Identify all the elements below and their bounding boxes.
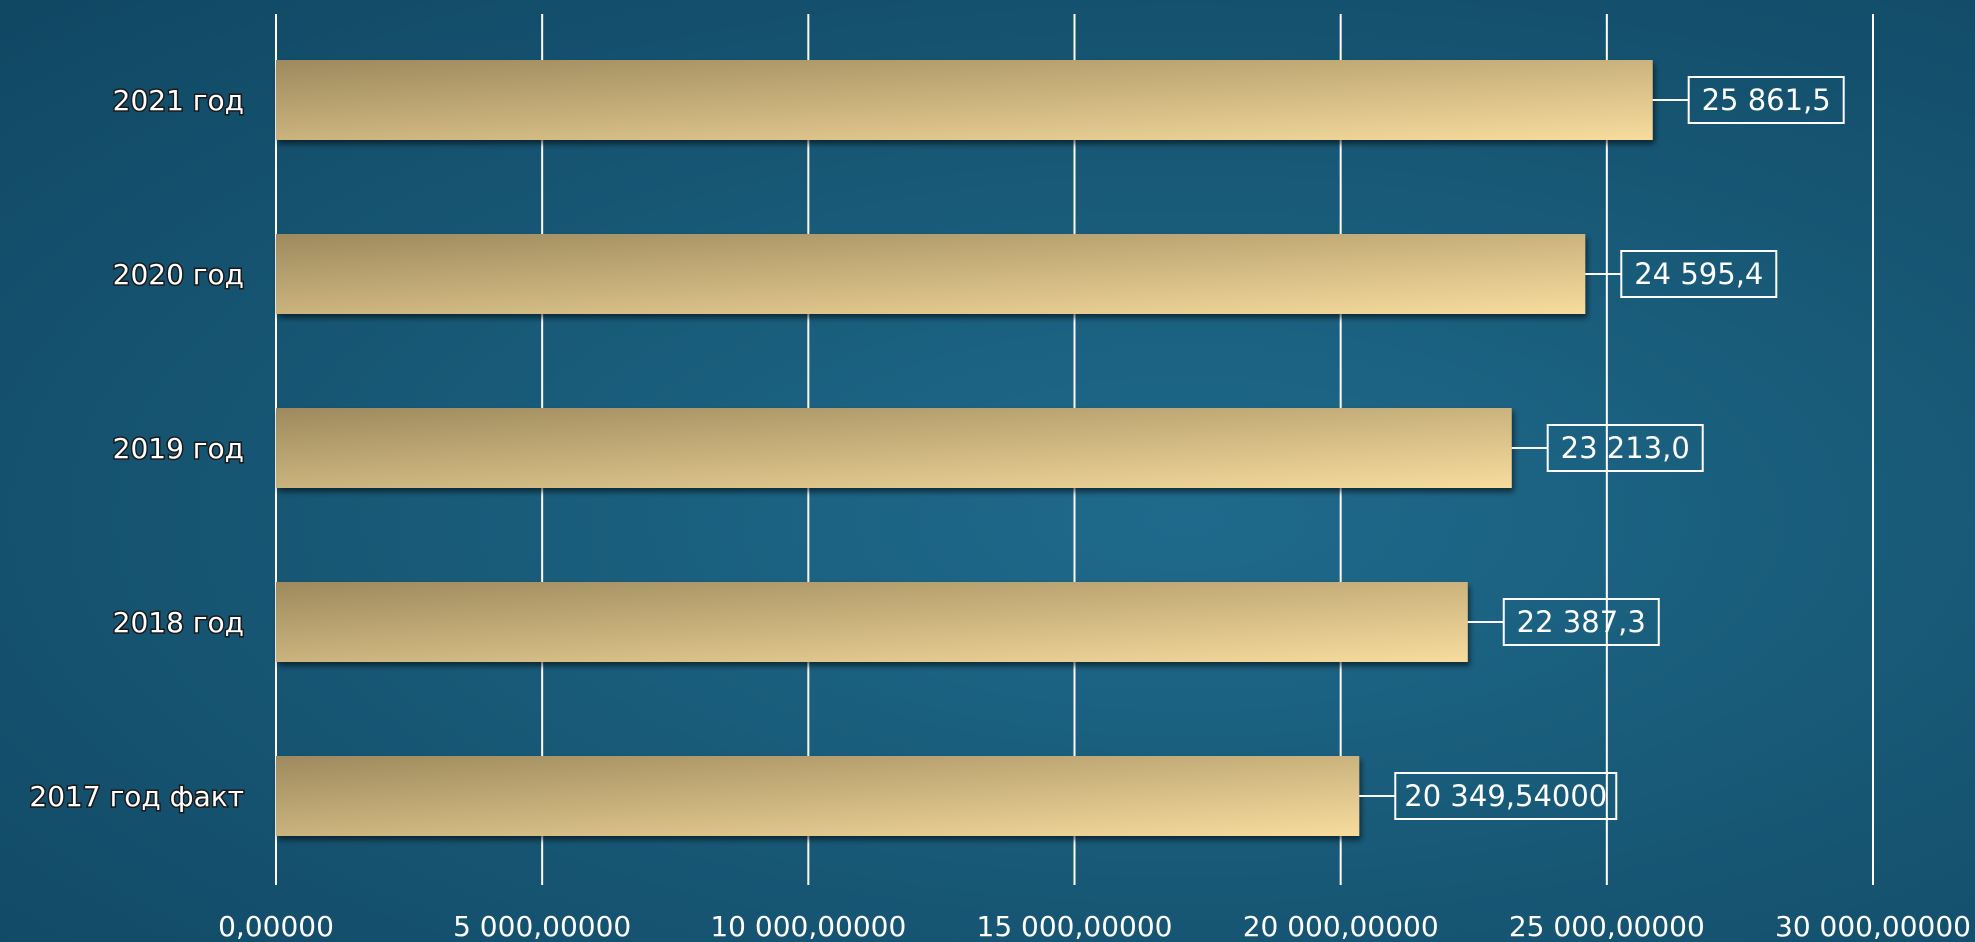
data-label-box: [1394, 772, 1618, 820]
x-tick-label: 0,00000: [218, 910, 334, 942]
category-label: 2018 год: [113, 606, 244, 639]
category-label: 2020 год: [113, 258, 244, 291]
data-labels: 25 861,5 24 595,4 23 213,0 22 387,3 20 349,5…: [1359, 76, 1845, 820]
data-label: 22 387,3: [1517, 605, 1646, 639]
x-tick-labels: 0,00000 5 000,00000 10 000,00000 15 000,000…: [218, 910, 1971, 942]
data-label-box: [1620, 250, 1778, 298]
category-label: 2021 год: [113, 84, 244, 117]
data-label-box: [1502, 598, 1660, 646]
bar: [276, 234, 1586, 314]
data-label: 20 349,54000: [1404, 779, 1607, 813]
bar: [276, 756, 1360, 836]
x-tick-label: 15 000,00000: [977, 910, 1173, 942]
x-tick-label: 20 000,00000: [1243, 910, 1439, 942]
x-tick-label: 5 000,00000: [453, 910, 631, 942]
data-label: 25 861,5: [1702, 83, 1831, 117]
category-label: 2017 год факт: [29, 780, 244, 813]
bar: [276, 408, 1512, 488]
x-tick-label: 25 000,00000: [1509, 910, 1705, 942]
data-label: 23 213,0: [1561, 431, 1690, 465]
data-label-box: [1546, 424, 1704, 472]
data-label-box: [1687, 76, 1845, 124]
bar: [276, 582, 1468, 662]
x-tick-label: 10 000,00000: [710, 910, 906, 942]
category-labels: 2021 год 2020 год 2019 год 2018 год 2017 год…: [28, 83, 246, 815]
data-label: 24 595,4: [1634, 257, 1763, 291]
x-tick-label: 30 000,00000: [1775, 910, 1971, 942]
bars: [276, 60, 1653, 836]
bar: [276, 60, 1653, 140]
category-label: 2019 год: [113, 432, 244, 465]
